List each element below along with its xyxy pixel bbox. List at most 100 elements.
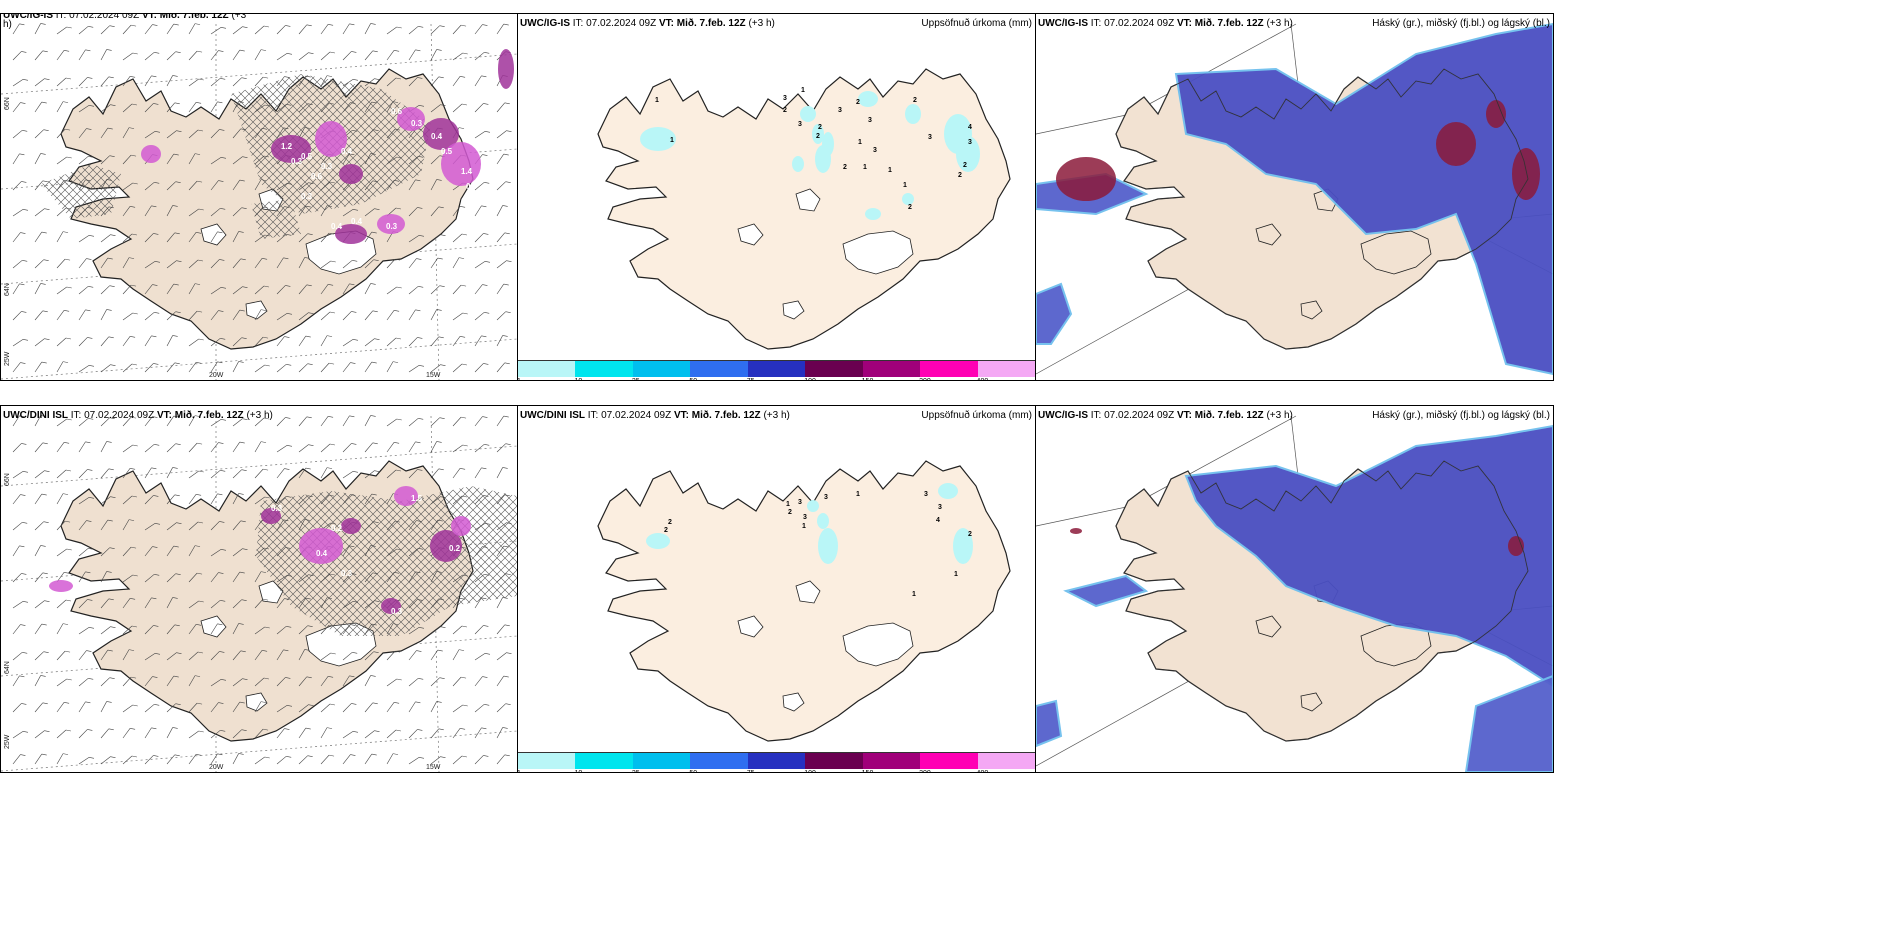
wind-barb	[408, 469, 423, 479]
wind-barb	[78, 678, 94, 687]
wind-barb	[298, 182, 314, 191]
wind-barb	[12, 339, 29, 347]
wind-barb	[166, 130, 182, 139]
precip-area	[953, 528, 973, 564]
gust-value: 0.6	[391, 107, 403, 116]
colorbar-swatch	[805, 752, 864, 769]
wind-barb	[386, 258, 401, 269]
wind-barb	[144, 52, 160, 61]
cloud-area	[1063, 574, 1149, 608]
wind-barb	[12, 522, 28, 531]
wind-barb	[78, 128, 92, 139]
precip-value: 1	[801, 87, 805, 94]
gust-value: 1.5	[411, 494, 423, 503]
wind-barb	[34, 338, 50, 347]
wind-barb	[430, 701, 442, 713]
colorbar-tick: 1	[518, 378, 521, 380]
wind-barb	[100, 701, 112, 713]
wind-barb	[34, 753, 47, 765]
wind-barb	[408, 729, 423, 739]
gust-value: 0.5	[301, 152, 313, 161]
wind-barb	[232, 520, 246, 531]
wind-barb	[34, 470, 50, 479]
wind-barb	[408, 418, 424, 427]
wind-barb	[386, 548, 402, 557]
wind-barb	[320, 597, 333, 609]
colorbar-tick: 50	[689, 378, 697, 380]
wind-barb	[342, 339, 359, 347]
wind-barb	[166, 283, 179, 295]
wind-barb	[232, 49, 245, 61]
precip-value: 1	[786, 501, 790, 508]
wind-barb	[320, 754, 335, 765]
wind-barb	[452, 625, 468, 635]
wind-barb	[210, 287, 227, 295]
wind-barb	[12, 675, 25, 687]
gust-value: 0.3	[386, 222, 398, 231]
precip-value: 2	[788, 509, 792, 516]
wind-barb	[232, 571, 245, 583]
wind-barb	[320, 573, 336, 583]
wind-barb	[12, 209, 29, 217]
precip-value: 2	[783, 107, 787, 114]
wind-barb	[210, 361, 223, 373]
wind-barb	[452, 468, 466, 479]
wind-barb	[254, 701, 267, 713]
wind-barb	[34, 415, 46, 427]
wind-barb	[254, 441, 267, 453]
wind-barb	[364, 600, 380, 609]
wind-barb	[496, 181, 511, 191]
wind-barb	[474, 182, 490, 191]
wind-barb	[144, 625, 159, 635]
wind-barb	[122, 574, 138, 583]
wind-barb	[188, 494, 202, 505]
wind-barb	[56, 156, 72, 165]
wind-barb	[210, 157, 227, 165]
colorbar-swatch	[862, 752, 922, 769]
wind-barb	[56, 310, 70, 321]
wind-barb	[56, 418, 72, 427]
wind-barb	[166, 624, 180, 635]
wind-barb	[364, 493, 377, 505]
wind-barb	[430, 598, 444, 609]
colorbar-tick: 1	[518, 770, 521, 772]
wind-barb	[254, 179, 267, 191]
glacier	[795, 188, 821, 212]
precip-area	[646, 533, 670, 549]
colorbar-tick: 200	[919, 770, 931, 772]
wind-barb	[56, 128, 71, 139]
wind-barb	[56, 729, 72, 739]
wind-barb	[474, 261, 491, 269]
wind-barb	[78, 49, 91, 61]
wind-barb	[188, 310, 203, 321]
wind-barb	[298, 103, 313, 113]
wind-barb	[188, 572, 203, 583]
precip-value: 3	[798, 499, 802, 506]
wind-barbs	[12, 415, 512, 765]
wind-barb	[78, 757, 95, 765]
wind-barb	[188, 338, 204, 347]
wind-barb	[34, 545, 46, 557]
wind-barb	[56, 599, 72, 609]
wind-barb	[100, 104, 116, 113]
wind-barb	[232, 623, 244, 635]
wind-barb	[430, 285, 445, 295]
wind-barb	[78, 729, 93, 739]
gust-value: 0.2	[449, 544, 461, 553]
precip-area	[815, 145, 831, 173]
wind-barb	[100, 206, 114, 217]
wind-barb	[100, 285, 115, 295]
gust-value: 0.4	[431, 132, 443, 141]
wind-barb	[188, 675, 201, 687]
wind-barb	[452, 649, 465, 661]
wind-barb	[188, 470, 204, 479]
colorbar-swatch	[977, 360, 1035, 377]
wind-barb	[254, 496, 270, 505]
wind-barb	[188, 259, 204, 269]
wind-barb	[56, 493, 69, 505]
wind-barb	[188, 730, 204, 739]
wind-barb	[56, 50, 70, 61]
cloud-area	[1036, 282, 1073, 345]
gust-area	[377, 214, 405, 234]
